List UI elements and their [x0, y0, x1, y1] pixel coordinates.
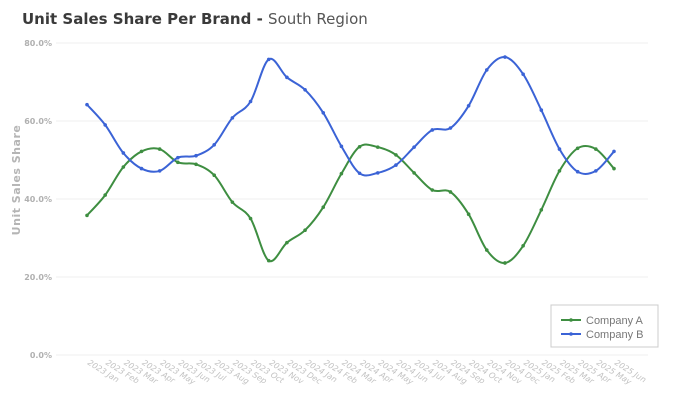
- legend-box: [550, 304, 659, 348]
- y-axis-title: Unit Sales Share: [10, 125, 23, 236]
- grid-lines: [56, 42, 648, 356]
- data-point: [248, 216, 253, 221]
- data-point: [194, 162, 198, 167]
- data-point: [466, 103, 471, 108]
- data-point: [412, 145, 416, 149]
- data-point: [212, 142, 217, 147]
- data-point: [484, 248, 489, 252]
- data-point: [230, 116, 235, 120]
- data-point: [85, 213, 89, 218]
- data-point: [521, 72, 525, 76]
- data-point: [412, 171, 416, 175]
- data-point: [339, 171, 344, 176]
- data-point: [303, 88, 307, 92]
- y-tick-label: 0.0%: [30, 351, 52, 360]
- data-point: [557, 147, 562, 151]
- chart-subtitle: South Region: [268, 10, 368, 28]
- data-point: [357, 171, 362, 176]
- data-point: [448, 190, 453, 194]
- data-point: [375, 171, 380, 175]
- y-tick-label: 60.0%: [24, 117, 52, 126]
- legend-marker: [569, 332, 573, 336]
- data-point: [339, 144, 344, 149]
- data-point: [321, 205, 326, 209]
- data-point: [594, 169, 598, 173]
- data-point: [285, 240, 289, 245]
- legend-item: Company B: [561, 329, 643, 341]
- data-point: [248, 99, 253, 104]
- data-point: [430, 188, 435, 192]
- data-point: [394, 153, 398, 157]
- data-point: [503, 55, 507, 59]
- legend-items: Company A Company B: [561, 315, 644, 341]
- data-point: [230, 200, 235, 204]
- data-point: [176, 155, 180, 160]
- data-point: [466, 212, 471, 217]
- data-point: [266, 258, 271, 263]
- data-point: [194, 153, 198, 158]
- data-point: [539, 208, 544, 212]
- data-point: [121, 165, 126, 169]
- data-point: [212, 173, 217, 178]
- chart-title: Unit Sales Share Per Brand - South Regio…: [22, 10, 368, 28]
- y-tick-label: 80.0%: [24, 39, 52, 48]
- data-point: [594, 147, 598, 151]
- y-axis-ticks: 0.0% 20.0% 40.0% 60.0% 80.0%: [24, 39, 52, 360]
- chart-title-separator: -: [256, 10, 263, 28]
- legend: Company A Company B: [550, 304, 659, 348]
- data-point: [103, 193, 107, 197]
- data-point: [484, 68, 489, 72]
- legend-label: Company B: [586, 329, 643, 341]
- chart-title-main: Unit Sales Share Per Brand: [22, 10, 252, 28]
- data-point: [121, 151, 126, 155]
- data-point: [503, 261, 507, 265]
- series-company-b: [85, 55, 616, 177]
- data-point: [612, 149, 616, 154]
- data-point: [575, 146, 580, 151]
- data-point: [521, 244, 525, 248]
- data-point: [139, 166, 144, 171]
- data-point: [266, 57, 271, 62]
- data-point: [575, 169, 580, 174]
- data-point: [157, 147, 162, 151]
- data-point: [321, 111, 326, 115]
- series-company-a: [85, 143, 616, 265]
- data-point: [375, 145, 380, 149]
- data-point: [539, 108, 544, 112]
- data-point: [176, 160, 180, 165]
- data-point: [394, 163, 398, 167]
- data-point: [157, 169, 162, 173]
- y-tick-label: 20.0%: [24, 273, 52, 282]
- data-point: [85, 102, 89, 107]
- data-point: [612, 166, 616, 171]
- data-point: [303, 228, 307, 232]
- legend-item: Company A: [561, 315, 644, 327]
- data-point: [448, 126, 453, 130]
- data-point: [139, 149, 144, 154]
- data-point: [430, 128, 435, 132]
- data-point: [103, 123, 107, 127]
- legend-label: Company A: [586, 315, 644, 327]
- data-point: [557, 169, 562, 173]
- data-point: [285, 75, 289, 80]
- y-tick-label: 40.0%: [24, 195, 52, 204]
- data-point: [357, 144, 362, 149]
- legend-marker: [569, 318, 573, 322]
- series-lines: [85, 55, 616, 265]
